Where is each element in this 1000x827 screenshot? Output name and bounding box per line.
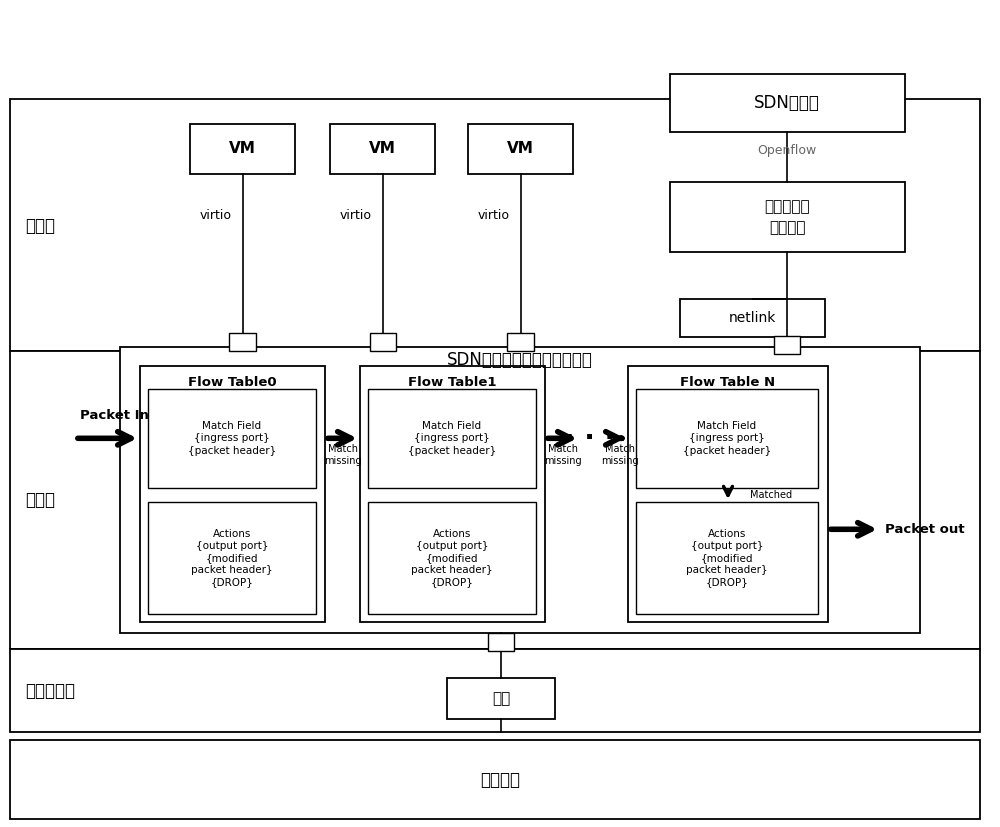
Text: virtio: virtio — [340, 208, 372, 222]
Bar — [368, 502, 536, 614]
Text: VM: VM — [369, 141, 396, 156]
Bar — [10, 99, 980, 351]
Text: Match Field
{ingress port}
{packet header}: Match Field {ingress port} {packet heade… — [188, 420, 276, 457]
Bar — [360, 366, 545, 622]
Bar — [330, 124, 435, 174]
Text: 应用层: 应用层 — [25, 217, 55, 235]
Text: · · ·: · · · — [564, 424, 616, 452]
Text: Match Field
{ingress port}
{packet header}: Match Field {ingress port} {packet heade… — [408, 420, 496, 457]
Text: Match
missing: Match missing — [324, 444, 362, 466]
Bar — [636, 502, 818, 614]
Bar — [229, 333, 256, 351]
Bar — [140, 366, 325, 622]
Text: 内核层: 内核层 — [25, 491, 55, 509]
Bar — [488, 633, 514, 651]
Text: VM: VM — [229, 141, 256, 156]
Text: Actions
{output port}
{modified
packet header}
{DROP}: Actions {output port} {modified packet h… — [191, 528, 273, 587]
Bar — [10, 740, 980, 819]
Bar — [670, 182, 905, 252]
Text: Flow Table1: Flow Table1 — [408, 375, 496, 389]
Bar — [468, 124, 573, 174]
Text: Openflow: Openflow — [757, 144, 817, 157]
Bar — [628, 366, 828, 622]
Bar — [636, 389, 818, 488]
Text: SDN虚拟交换机数据转发处理: SDN虚拟交换机数据转发处理 — [447, 351, 593, 369]
Bar — [774, 336, 800, 354]
Bar — [447, 678, 555, 719]
Text: virtio: virtio — [200, 208, 232, 222]
Text: Flow Table0: Flow Table0 — [188, 375, 276, 389]
Text: VM: VM — [507, 141, 534, 156]
Bar — [680, 299, 825, 337]
Bar — [670, 74, 905, 132]
Text: netlink: netlink — [728, 311, 776, 325]
Bar — [507, 333, 534, 351]
Text: 网络设施层: 网络设施层 — [25, 681, 75, 700]
Bar — [148, 502, 316, 614]
Bar — [10, 649, 980, 732]
Text: Match
missing: Match missing — [601, 444, 639, 466]
Text: Flow Table N: Flow Table N — [680, 375, 776, 389]
Text: Actions
{output port}
{modified
packet header}
{DROP}: Actions {output port} {modified packet h… — [411, 528, 493, 587]
Text: virtio: virtio — [478, 208, 510, 222]
Bar — [120, 347, 920, 633]
Text: Actions
{output port}
{modified
packet header}
{DROP}: Actions {output port} {modified packet h… — [686, 528, 768, 587]
Bar — [190, 124, 295, 174]
Text: 网卡: 网卡 — [492, 691, 510, 706]
Text: 虚拟交换机
控制进程: 虚拟交换机 控制进程 — [764, 199, 810, 235]
Text: SDN控制器: SDN控制器 — [754, 94, 820, 112]
Bar — [148, 389, 316, 488]
Text: Match
missing: Match missing — [544, 444, 582, 466]
Bar — [370, 333, 396, 351]
Bar — [10, 351, 980, 649]
Text: Match Field
{ingress port}
{packet header}: Match Field {ingress port} {packet heade… — [683, 420, 771, 457]
Text: Packet In: Packet In — [80, 409, 149, 423]
Text: Packet out: Packet out — [885, 523, 965, 536]
Text: Matched: Matched — [750, 490, 792, 500]
Text: 物理网络: 物理网络 — [480, 771, 520, 789]
Bar — [368, 389, 536, 488]
